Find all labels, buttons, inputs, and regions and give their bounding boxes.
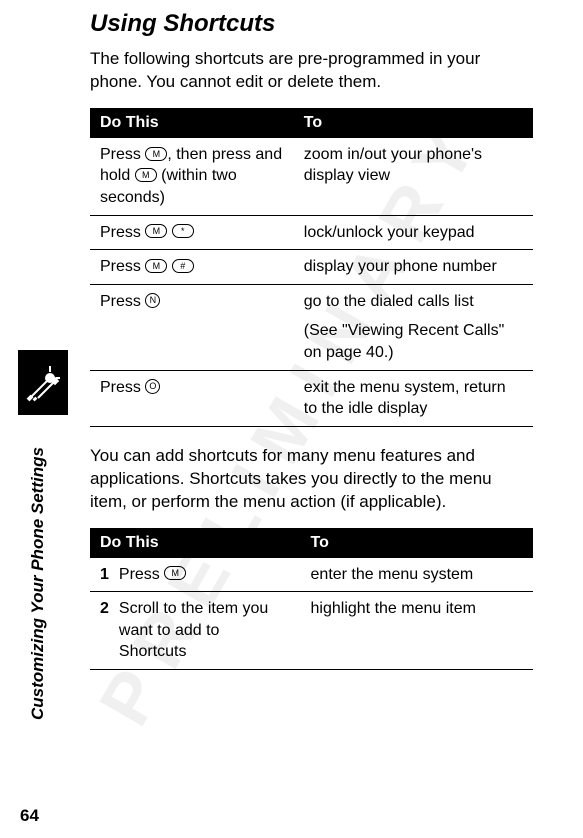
menu-key-icon: M	[145, 224, 167, 238]
cell-text: Press	[100, 146, 145, 163]
table-row: Press N go to the dialed calls list (See…	[90, 284, 533, 370]
menu-key-icon: M	[135, 168, 157, 182]
star-key-icon: *	[172, 224, 194, 238]
page-title: Using Shortcuts	[90, 10, 533, 38]
table-row: Press M, then press and hold M (within t…	[90, 138, 533, 215]
page-content: Using Shortcuts The following shortcuts …	[0, 0, 583, 698]
end-key-icon: O	[145, 379, 160, 394]
cell-text: Press	[100, 379, 145, 396]
t2-header-dothis: Do This	[90, 528, 301, 558]
cell-text: Press	[100, 224, 145, 241]
cell-text: exit the menu system, return to the idle…	[294, 370, 533, 426]
send-key-icon: N	[145, 293, 160, 308]
t1-header-to: To	[294, 108, 533, 138]
cell-text: highlight the menu item	[301, 592, 533, 670]
table-row: Press M * lock/unlock your keypad	[90, 215, 533, 250]
table-row: 2 Scroll to the item you want to add to …	[90, 592, 533, 670]
t1-header-dothis: Do This	[90, 108, 294, 138]
step-number: 1	[90, 558, 109, 592]
cell-text: Scroll to the item you want to add to Sh…	[109, 592, 301, 670]
shortcuts-table-2: Do This To 1 Press M enter the menu syst…	[90, 528, 533, 670]
step-number: 2	[90, 592, 109, 670]
add-shortcut-paragraph: You can add shortcuts for many menu feat…	[90, 445, 533, 514]
intro-paragraph: The following shortcuts are pre-programm…	[90, 48, 533, 94]
menu-key-icon: M	[145, 147, 167, 161]
cell-text: enter the menu system	[301, 558, 533, 592]
cell-text: (See "Viewing Recent Calls" on page 40.)	[304, 320, 523, 363]
cell-text: zoom in/out your phone's display view	[294, 138, 533, 215]
table-row: 1 Press M enter the menu system	[90, 558, 533, 592]
t2-header-to: To	[301, 528, 533, 558]
cell-text: lock/unlock your keypad	[294, 215, 533, 250]
hash-key-icon: #	[172, 259, 194, 273]
cell-text: go to the dialed calls list	[304, 291, 523, 313]
shortcuts-table-1: Do This To Press M, then press and hold …	[90, 108, 533, 427]
cell-text: Press	[100, 293, 145, 310]
menu-key-icon: M	[164, 566, 186, 580]
table-row: Press O exit the menu system, return to …	[90, 370, 533, 426]
cell-text: Press	[119, 566, 164, 583]
page-number: 64	[20, 806, 39, 826]
menu-key-icon: M	[145, 259, 167, 273]
cell-text: display your phone number	[294, 250, 533, 285]
table-row: Press M # display your phone number	[90, 250, 533, 285]
cell-text: Press	[100, 258, 145, 275]
